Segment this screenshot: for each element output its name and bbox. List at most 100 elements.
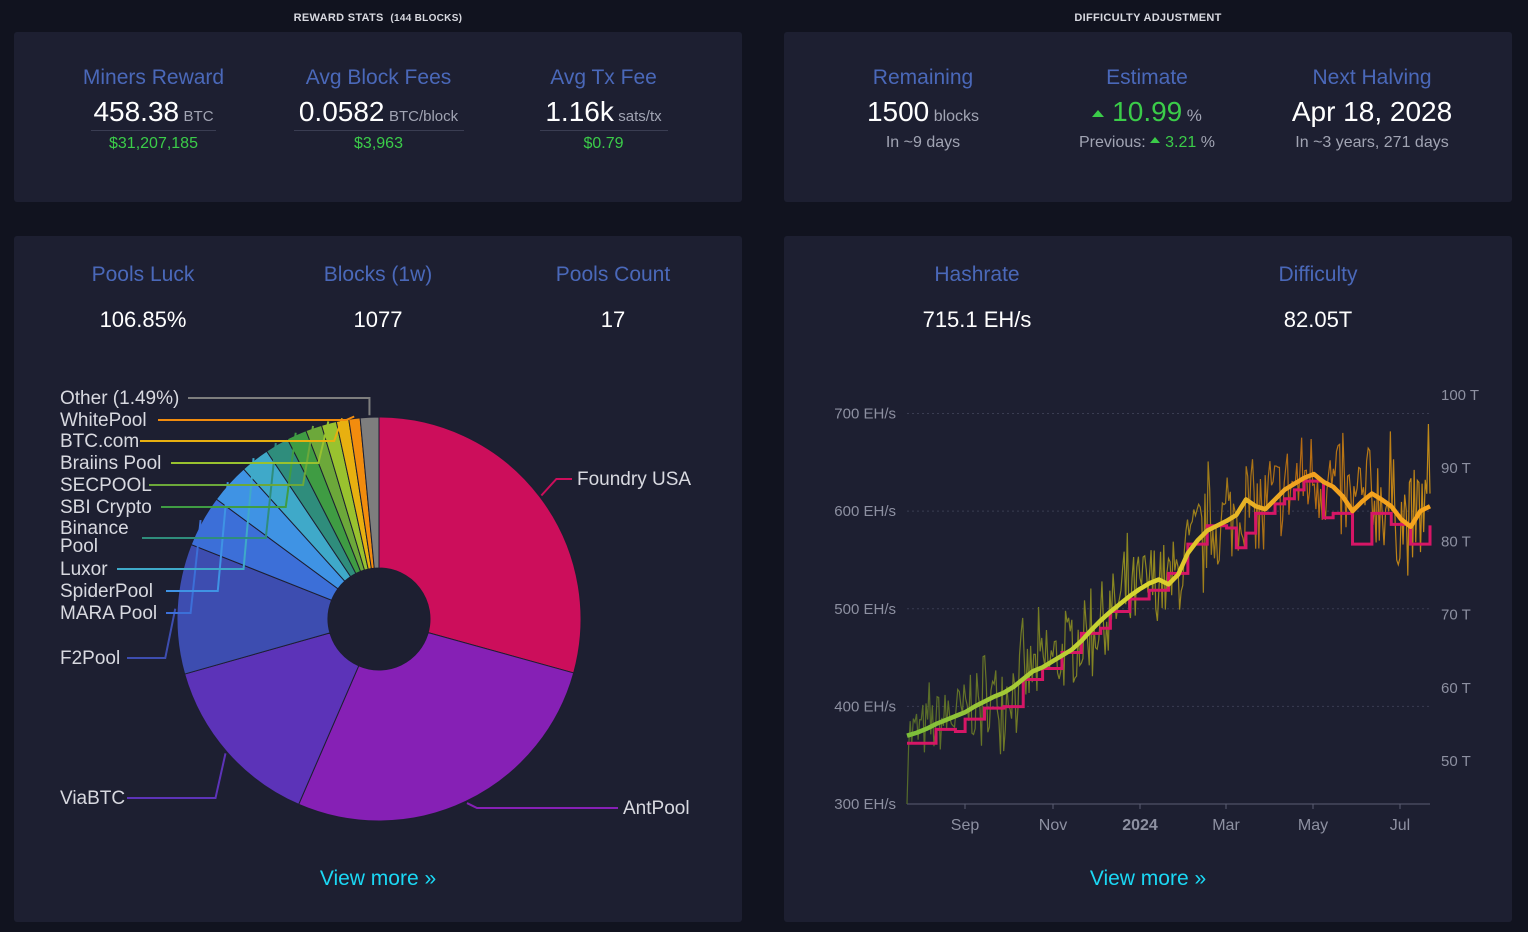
pools-count-label: Pools Count [555, 263, 671, 286]
difficulty-line [907, 479, 1432, 745]
mining-view-more-link[interactable]: View more » [1089, 867, 1207, 890]
miners-reward-stat: Miners Reward 458.38 BTC $31,207,185 [66, 66, 241, 153]
y-right-tick: 80 T [1441, 533, 1471, 550]
pie-leader-braiins-pool [171, 421, 330, 464]
next-halving-value: Apr 18, 2028 [1291, 96, 1453, 127]
remaining-label: Remaining [872, 66, 974, 89]
difficulty-adjustment-card: Remaining 1500 blocks In ~9 days Estimat… [784, 32, 1512, 202]
difficulty-label: Difficulty [1278, 263, 1358, 286]
y-right-tick: 90 T [1441, 460, 1471, 477]
hashrate-daily-line [906, 423, 1431, 805]
pools-count-value: 17 [600, 307, 626, 332]
pie-label-btc-com: BTC.com [60, 431, 139, 452]
next-halving-eta: In ~3 years, 271 days [1295, 134, 1449, 151]
pie-label-f2pool: F2Pool [60, 648, 120, 669]
reward-stats-title: REWARD STATS (144 BLOCKS) [293, 12, 463, 24]
pie-leader-antpool [466, 802, 618, 809]
estimate-unit: % [1186, 106, 1202, 125]
avg-block-fees-unit: BTC/block [388, 108, 459, 125]
hashrate-label: Hashrate [934, 263, 1020, 286]
pie-leader-secpool [149, 425, 315, 486]
y-left-tick: 500 EH/s [834, 601, 896, 618]
pie-label-braiins-pool: Braiins Pool [60, 453, 161, 474]
pools-view-more-link[interactable]: View more » [319, 867, 437, 890]
avg-tx-fee-stat: Avg Tx Fee 1.16k sats/tx $0.79 [526, 66, 681, 153]
miners-reward-value: 458.38 [93, 96, 180, 127]
pie-leader-btc-com [140, 418, 344, 442]
remaining-stat: Remaining 1500 blocks In ~9 days [838, 66, 1008, 152]
pie-leader-viabtc [127, 753, 227, 799]
y-left-tick: 600 EH/s [834, 503, 896, 520]
y-right-tick: 100 T [1441, 387, 1479, 404]
hashrate-stat: Hashrate 715.1 EH/s [897, 263, 1057, 333]
pie-label-mara-pool: MARA Pool [60, 603, 157, 624]
next-halving-label: Next Halving [1312, 66, 1432, 89]
y-right-tick: 60 T [1441, 680, 1471, 697]
y-left-tick: 700 EH/s [834, 406, 896, 423]
pie-leader-binance-pool [142, 442, 277, 539]
y-right-tick: 50 T [1441, 753, 1471, 770]
y-right-tick: 70 T [1441, 607, 1471, 624]
blocks-1w-label: Blocks (1w) [323, 263, 433, 286]
mining-pools-card: Pools Luck 106.85% Blocks (1w) 1077 Pool… [14, 236, 742, 922]
previous-label: Previous: [1079, 134, 1146, 151]
pools-luck-value: 106.85% [99, 307, 187, 332]
x-tick-label: Sep [951, 817, 980, 834]
x-tick-label: Jul [1390, 817, 1410, 834]
hashrate-value: 715.1 EH/s [922, 307, 1032, 332]
remaining-eta: In ~9 days [885, 134, 961, 151]
reward-stats-card: Miners Reward 458.38 BTC $31,207,185 Avg… [14, 32, 742, 202]
pools-luck-label: Pools Luck [91, 263, 195, 286]
estimate-stat: Estimate 10.99 % Previous: 3.21 % [1052, 66, 1242, 152]
pie-leader-foundry-usa [540, 478, 572, 497]
blocks-1w-stat: Blocks (1w) 1077 [298, 263, 458, 333]
avg-tx-fee-fiat: $0.79 [583, 135, 624, 152]
pie-label-secpool: SECPOOL [60, 475, 152, 496]
pie-leader-spiderpool [166, 482, 229, 592]
pie-label-sbi-crypto: SBI Crypto [60, 497, 152, 518]
pie-label-foundry-usa: Foundry USA [577, 469, 691, 490]
difficulty-adjustment-title: DIFFICULTY ADJUSTMENT [1074, 12, 1222, 24]
pie-label-other-1-49: Other (1.49%) [60, 388, 179, 409]
miners-reward-label: Miners Reward [82, 66, 225, 89]
estimate-label: Estimate [1106, 66, 1188, 89]
pie-hole [328, 568, 430, 670]
pools-count-stat: Pools Count 17 [533, 263, 693, 333]
pie-label-whitepool: WhitePool [60, 410, 147, 431]
avg-tx-fee-unit: sats/tx [618, 108, 662, 125]
avg-block-fees-fiat: $3,963 [354, 135, 403, 152]
blocks-1w-value: 1077 [353, 307, 403, 332]
pie-leader-mara-pool [166, 519, 202, 614]
hashrate-difficulty-chart[interactable]: 300 EH/s 400 EH/s 500 EH/s 600 EH/s 700 EH/s… [784, 376, 1512, 866]
miners-reward-fiat: $31,207,185 [109, 135, 198, 152]
estimate-value: 10.99 [1112, 96, 1183, 127]
remaining-unit: blocks [933, 108, 980, 125]
pie-label-binance-pool: Binance Pool [60, 518, 129, 557]
avg-block-fees-stat: Avg Block Fees 0.0582 BTC/block $3,963 [286, 66, 471, 153]
y-left-tick: 400 EH/s [834, 698, 896, 715]
estimate-previous: Previous: 3.21 % [1052, 134, 1242, 152]
remaining-value: 1500 [866, 96, 930, 127]
x-tick-label: Nov [1039, 817, 1067, 834]
x-tick-label: Mar [1212, 817, 1240, 834]
avg-tx-fee-value: 1.16k [545, 96, 614, 127]
previous-unit: % [1200, 134, 1215, 151]
next-halving-stat: Next Halving Apr 18, 2028 In ~3 years, 2… [1272, 66, 1472, 152]
pie-leader-sbi-crypto [161, 432, 297, 508]
hashrate-average-line [906, 471, 1432, 738]
pie-leader-luxor [117, 458, 255, 570]
previous-value: 3.21 [1165, 134, 1197, 151]
pie-slice-f2pool[interactable] [176, 543, 333, 675]
difficulty-value: 82.05T [1283, 307, 1353, 332]
pie-label-spiderpool: SpiderPool [60, 581, 153, 602]
avg-block-fees-label: Avg Block Fees [305, 66, 452, 89]
pie-label-luxor: Luxor [60, 559, 108, 580]
pie-leader-whitepool [158, 415, 355, 421]
x-tick-label: 2024 [1122, 817, 1158, 834]
avg-tx-fee-label: Avg Tx Fee [550, 66, 657, 89]
hashrate-difficulty-card: Hashrate 715.1 EH/s Difficulty 82.05T 30… [784, 236, 1512, 922]
pie-leader-f2pool [127, 608, 177, 659]
pie-leader-other-1-49 [188, 397, 371, 416]
pie-label-viabtc: ViaBTC [60, 788, 125, 809]
